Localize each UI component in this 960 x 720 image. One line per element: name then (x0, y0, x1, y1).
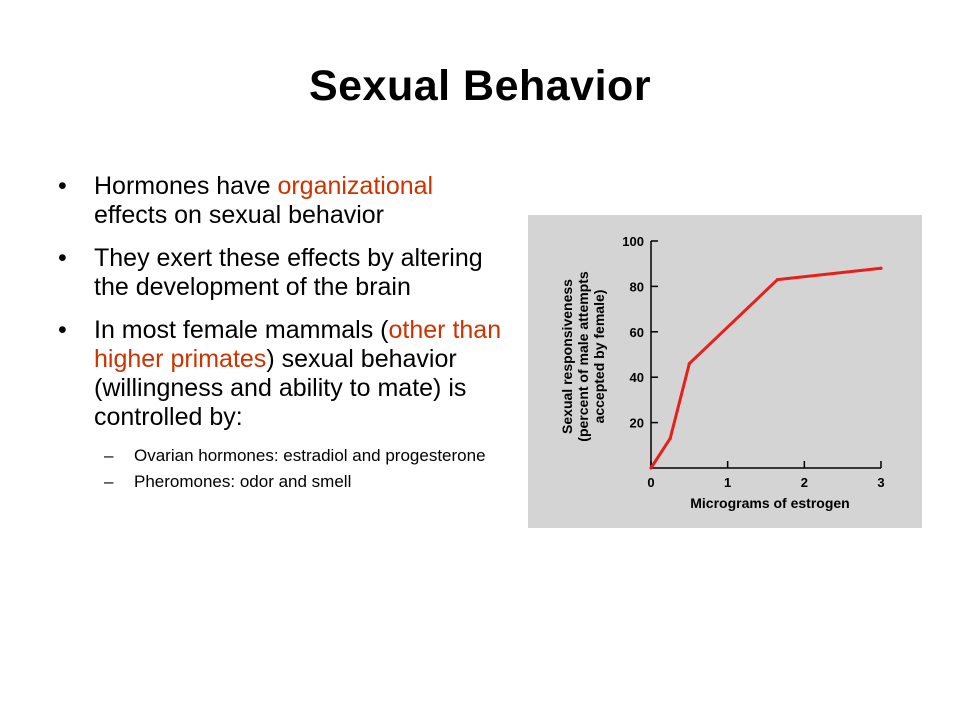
bullet-text: In most female mammals ( (94, 316, 389, 344)
y-tick-label: 100 (622, 234, 644, 249)
data-point (649, 466, 653, 470)
bullet-text: ) sexual behavior (willingness and abili… (94, 345, 467, 431)
y-tick-label: 40 (630, 370, 644, 385)
sub-bullet-dash: – (104, 472, 114, 491)
bullet-dot: • (58, 316, 67, 344)
sub-bullet-item: – Pheromones: odor and smell (58, 472, 503, 492)
y-axis-label-line: Sexual responsiveness (559, 279, 575, 434)
x-tick-label: 1 (724, 475, 731, 490)
bullet-text: Hormones have (94, 172, 278, 200)
slide-title: Sexual Behavior (308, 62, 652, 110)
y-tick-label: 60 (630, 325, 644, 340)
data-point (668, 436, 672, 441)
y-axis-label-line: (percent of male attempts (575, 271, 591, 442)
bullet-item: • In most female mammals (other than hig… (58, 316, 503, 432)
estrogen-chart: 20 40 60 80 100 0 1 2 3 Micrograms of estrogen Sex… (528, 215, 922, 528)
x-tick-label: 0 (647, 475, 654, 490)
x-axis-label: Micrograms of estrogen (690, 495, 849, 511)
bullet-item: • They exert these effects by altering t… (58, 244, 503, 302)
bullet-text: effects on sexual behavior (94, 201, 385, 229)
highlighted-term: organizational (277, 172, 434, 200)
sub-bullet-dash: – (104, 446, 114, 465)
data-line (649, 266, 882, 469)
bullet-item: • Hormones have organizational effects o… (58, 172, 503, 230)
x-tick-label: 2 (801, 475, 808, 490)
data-point (687, 361, 691, 366)
chart-canvas: 20 40 60 80 100 0 1 2 3 Micrograms of estrogen Sex… (559, 234, 885, 511)
bullet-text: They exert these effects by altering the… (94, 244, 483, 301)
y-tick-label: 20 (630, 416, 644, 431)
y-tick-label: 80 (630, 279, 644, 294)
sub-bullet-text: Pheromones: odor and smell (134, 472, 352, 491)
bullet-dot: • (58, 172, 67, 200)
bullet-list: • Hormones have organizational effects o… (58, 172, 503, 498)
x-tick-label: 3 (877, 475, 884, 490)
highlighted-term: other than higher primates (94, 316, 502, 373)
sub-bullet-text: Ovarian hormones: estradiol and progeste… (134, 446, 486, 465)
sub-bullet-item: – Ovarian hormones: estradiol and proges… (58, 446, 503, 466)
data-point (879, 266, 883, 270)
y-axis-label-line: accepted by female) (591, 290, 607, 424)
data-point (775, 277, 780, 282)
bullet-dot: • (58, 244, 67, 272)
